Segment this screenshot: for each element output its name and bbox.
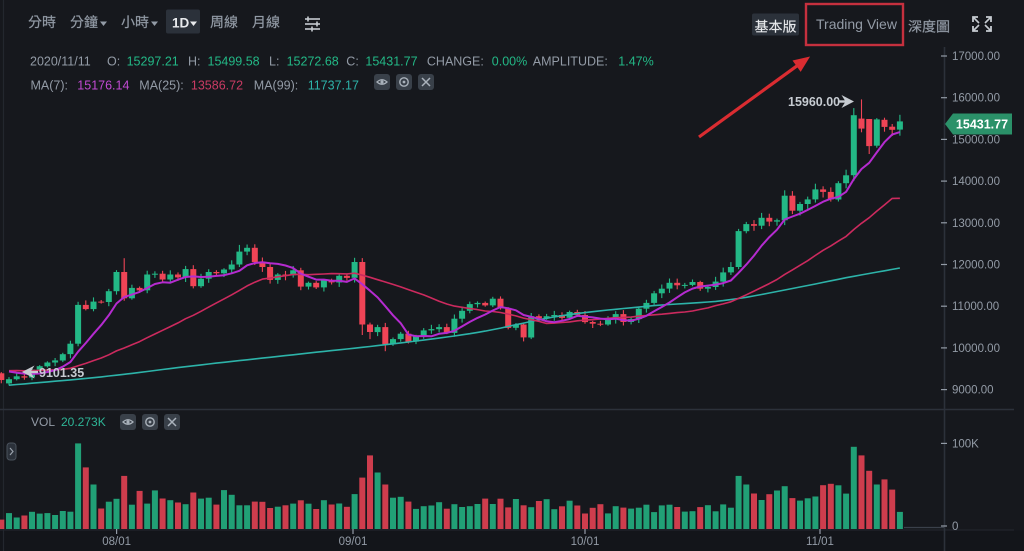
svg-text:C:: C: bbox=[346, 55, 359, 69]
svg-text:15297.21: 15297.21 bbox=[127, 55, 179, 69]
svg-text:MA(99):: MA(99): bbox=[254, 79, 298, 93]
svg-text:1D: 1D bbox=[172, 16, 190, 31]
svg-text:0: 0 bbox=[952, 521, 958, 533]
svg-text:MA(7):: MA(7): bbox=[31, 79, 69, 93]
svg-text:15960.00: 15960.00 bbox=[788, 95, 840, 109]
svg-text:Trading View: Trading View bbox=[816, 16, 898, 32]
svg-text:O:: O: bbox=[107, 55, 120, 69]
svg-text:15176.14: 15176.14 bbox=[77, 79, 129, 93]
svg-text:VOL: VOL bbox=[31, 415, 55, 429]
svg-text:11/01: 11/01 bbox=[806, 536, 834, 548]
svg-text:AMPLITUDE:: AMPLITUDE: bbox=[533, 55, 608, 69]
svg-text:10/01: 10/01 bbox=[571, 536, 600, 548]
svg-text:17000.00: 17000.00 bbox=[952, 51, 1000, 63]
svg-text:2020/11/11: 2020/11/11 bbox=[30, 55, 91, 69]
svg-text:15431.77: 15431.77 bbox=[365, 55, 417, 69]
svg-text:H:: H: bbox=[188, 55, 201, 69]
svg-text:15499.58: 15499.58 bbox=[208, 55, 260, 69]
svg-text:CHANGE:: CHANGE: bbox=[427, 55, 484, 69]
svg-text:9101.35: 9101.35 bbox=[39, 366, 84, 380]
svg-text:08/01: 08/01 bbox=[102, 536, 131, 548]
svg-text:13586.72: 13586.72 bbox=[191, 79, 243, 93]
svg-text:L:: L: bbox=[269, 55, 279, 69]
svg-text:14000.00: 14000.00 bbox=[952, 176, 1000, 188]
svg-text:100K: 100K bbox=[952, 438, 979, 450]
svg-text:16000.00: 16000.00 bbox=[952, 93, 1000, 105]
svg-text:15272.68: 15272.68 bbox=[287, 55, 339, 69]
svg-text:13000.00: 13000.00 bbox=[952, 218, 1000, 230]
svg-text:0.00%: 0.00% bbox=[492, 55, 527, 69]
svg-text:9000.00: 9000.00 bbox=[952, 385, 994, 397]
svg-text:09/01: 09/01 bbox=[339, 536, 368, 548]
svg-text:15431.77: 15431.77 bbox=[956, 118, 1008, 132]
svg-text:12000.00: 12000.00 bbox=[952, 260, 1000, 272]
svg-text:11737.17: 11737.17 bbox=[308, 79, 359, 93]
svg-text:15000.00: 15000.00 bbox=[952, 134, 1000, 146]
svg-text:10000.00: 10000.00 bbox=[952, 343, 1000, 355]
svg-text:MA(25):: MA(25): bbox=[139, 79, 183, 93]
svg-text:20.273K: 20.273K bbox=[61, 415, 106, 429]
svg-text:1.47%: 1.47% bbox=[618, 55, 653, 69]
svg-text:11000.00: 11000.00 bbox=[952, 301, 999, 313]
